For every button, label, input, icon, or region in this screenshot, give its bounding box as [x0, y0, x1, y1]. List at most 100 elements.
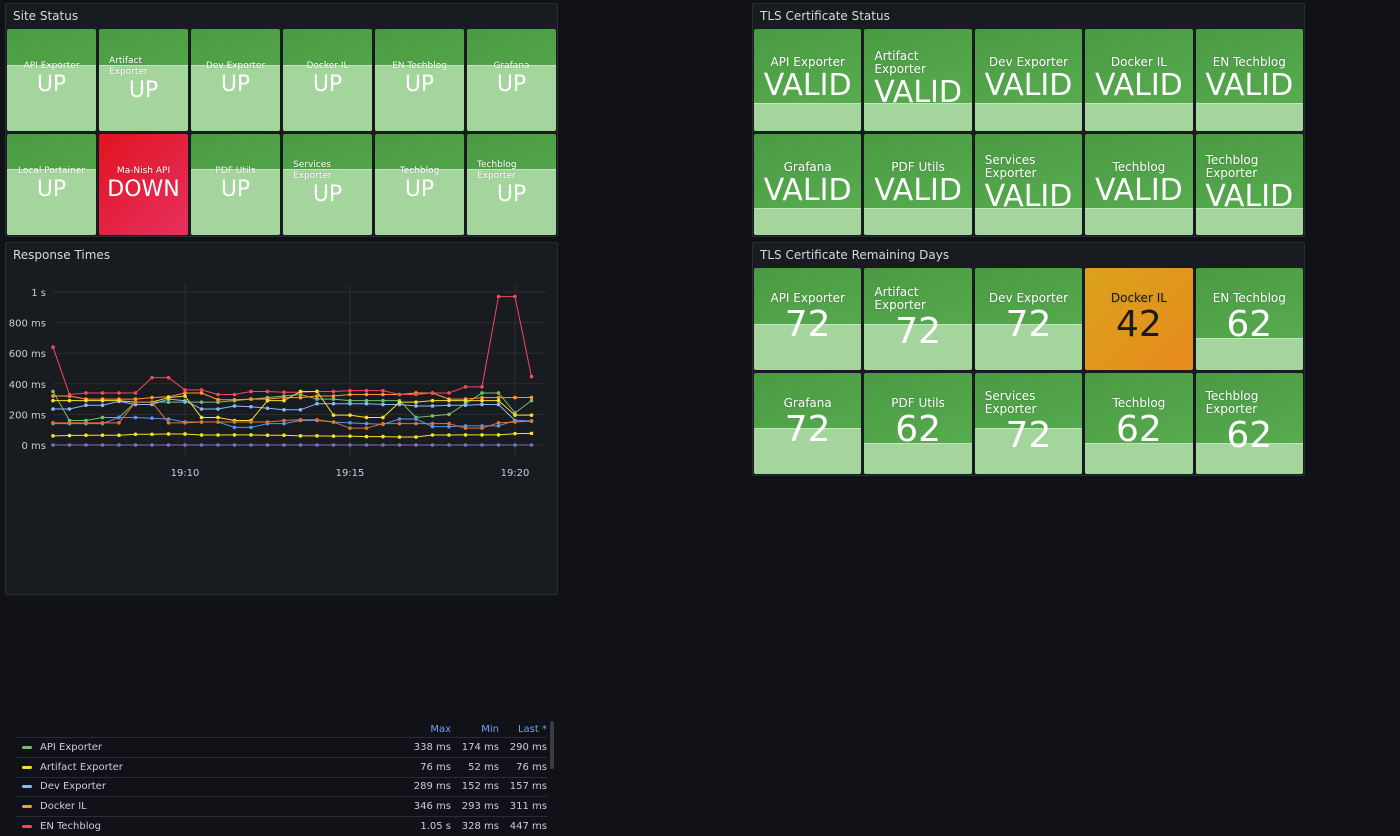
stat-tile[interactable]: Services Exporter 72: [974, 372, 1083, 474]
stat-tile[interactable]: Techblog 62: [1085, 372, 1193, 474]
data-point: [282, 395, 286, 400]
response-times-chart[interactable]: 0 ms 200 ms 400 ms 600 ms 800 ms 1 s 19:10 19:1…: [6, 243, 559, 483]
legend-item[interactable]: Docker IL 346 ms 293 ms 311 ms: [16, 796, 547, 816]
stat-tile[interactable]: PDF Utils 62: [864, 372, 972, 474]
tile-value: UP: [36, 72, 67, 98]
stat-tile[interactable]: Grafana UP: [467, 29, 556, 131]
tile-value: UP: [496, 182, 527, 208]
series-line[interactable]: [52, 432, 532, 438]
data-point: [414, 435, 418, 439]
x-tick-label: 19:20: [501, 468, 530, 479]
tile-value: 72: [1005, 415, 1052, 457]
data-point: [529, 431, 534, 436]
data-point: [331, 394, 336, 398]
data-point: [447, 403, 451, 408]
stat-tile[interactable]: API Exporter 72: [754, 268, 862, 370]
stat-tile[interactable]: Services Exporter UP: [283, 133, 372, 235]
tile-name: Artifact Exporter: [874, 48, 926, 76]
series-line[interactable]: [53, 416, 532, 428]
stat-tile[interactable]: Grafana 72: [754, 372, 862, 474]
stat-tile[interactable]: Techblog VALID: [1085, 133, 1193, 235]
data-point: [216, 397, 220, 402]
tile-name: Techblog: [399, 165, 440, 176]
legend-col-min[interactable]: Min: [481, 723, 499, 735]
legend-max: 76 ms: [420, 761, 451, 773]
stat-tile[interactable]: Artifact Exporter UP: [99, 29, 188, 131]
tile-value: 72: [784, 408, 831, 450]
data-point: [480, 433, 484, 437]
legend-col-max[interactable]: Max: [430, 723, 451, 735]
series-line[interactable]: [53, 392, 532, 401]
series-color-swatch: [22, 825, 32, 829]
legend-item[interactable]: EN Techblog 1.05 s 328 ms 447 ms: [16, 816, 547, 836]
data-point: [348, 398, 352, 403]
stat-tile[interactable]: Techblog UP: [375, 133, 464, 235]
stat-tile[interactable]: Docker IL VALID: [1085, 29, 1193, 131]
data-point: [430, 424, 435, 429]
data-point: [100, 403, 105, 408]
stat-tile[interactable]: Dev Exporter 72: [974, 268, 1083, 370]
data-point: [463, 443, 468, 447]
tile-value: 62: [1226, 304, 1273, 346]
site-status-panel: Site Status API Exporter UP Artifact Expor…: [5, 3, 558, 237]
stat-tile[interactable]: Techblog Exporter VALID: [1195, 133, 1303, 235]
data-point: [447, 443, 451, 447]
stat-tile[interactable]: Docker IL 42: [1085, 268, 1193, 370]
data-point: [183, 388, 187, 392]
data-point: [496, 443, 501, 447]
legend-item[interactable]: Artifact Exporter 76 ms 52 ms 76 ms: [16, 756, 547, 777]
panel-title[interactable]: Site Status: [13, 9, 79, 23]
stat-tile[interactable]: Techblog Exporter UP: [467, 133, 556, 235]
stat-tile[interactable]: Artifact Exporter 72: [864, 268, 972, 370]
tile-value: UP: [404, 72, 435, 98]
series-line[interactable]: [53, 401, 532, 429]
stat-tile[interactable]: Grafana VALID: [754, 133, 862, 235]
data-point: [199, 443, 204, 447]
panel-title[interactable]: TLS Certificate Remaining Days: [760, 248, 950, 262]
legend-item[interactable]: Dev Exporter 289 ms 152 ms 157 ms: [16, 776, 547, 797]
stat-tile[interactable]: Services Exporter VALID: [974, 133, 1083, 235]
series-line[interactable]: [53, 390, 532, 422]
data-point: [364, 421, 369, 426]
stat-tile[interactable]: EN Techblog 62: [1195, 268, 1303, 370]
data-point: [100, 391, 105, 395]
stat-tile[interactable]: Techblog Exporter 62: [1195, 372, 1303, 474]
data-point: [529, 398, 534, 403]
data-point: [463, 426, 468, 430]
stat-tile[interactable]: Artifact Exporter VALID: [864, 29, 972, 131]
data-point: [496, 402, 501, 407]
data-point: [430, 433, 435, 437]
data-point: [282, 390, 286, 395]
stat-tile[interactable]: API Exporter UP: [7, 29, 96, 131]
data-point: [249, 389, 253, 394]
stat-tile[interactable]: Ma-Nish API DOWN: [99, 133, 188, 235]
tile-name: EN Techblog: [1212, 291, 1286, 306]
stat-tile[interactable]: PDF Utils UP: [191, 133, 280, 235]
stat-tile[interactable]: Local Portainer UP: [7, 133, 96, 235]
data-point: [381, 402, 385, 407]
series-line[interactable]: [52, 391, 532, 422]
tile-name: API Exporter: [770, 291, 845, 306]
legend-scrollbar[interactable]: [550, 721, 554, 769]
sparkline-fill: [974, 207, 1083, 235]
series-line[interactable]: [53, 398, 532, 422]
stat-tile[interactable]: Dev Exporter UP: [191, 29, 280, 131]
sparkline-fill: [375, 64, 464, 131]
data-point: [430, 398, 435, 403]
panel-title[interactable]: TLS Certificate Status: [760, 9, 890, 23]
stat-tile[interactable]: PDF Utils VALID: [864, 133, 972, 235]
data-point: [265, 433, 270, 438]
legend-col-last[interactable]: Last *: [517, 723, 547, 735]
stat-tile[interactable]: EN Techblog UP: [375, 29, 464, 131]
stat-tile[interactable]: Dev Exporter VALID: [974, 29, 1083, 131]
series-line[interactable]: [52, 296, 532, 396]
data-point: [315, 389, 319, 394]
data-point: [265, 420, 270, 424]
data-point: [348, 443, 352, 447]
stat-tile[interactable]: Docker IL UP: [283, 29, 372, 131]
data-point: [513, 443, 517, 447]
panel-title[interactable]: Response Times: [13, 248, 111, 262]
stat-tile[interactable]: API Exporter VALID: [754, 29, 862, 131]
stat-tile[interactable]: EN Techblog VALID: [1195, 29, 1303, 131]
legend-item[interactable]: API Exporter 338 ms 174 ms 290 ms: [16, 737, 547, 757]
